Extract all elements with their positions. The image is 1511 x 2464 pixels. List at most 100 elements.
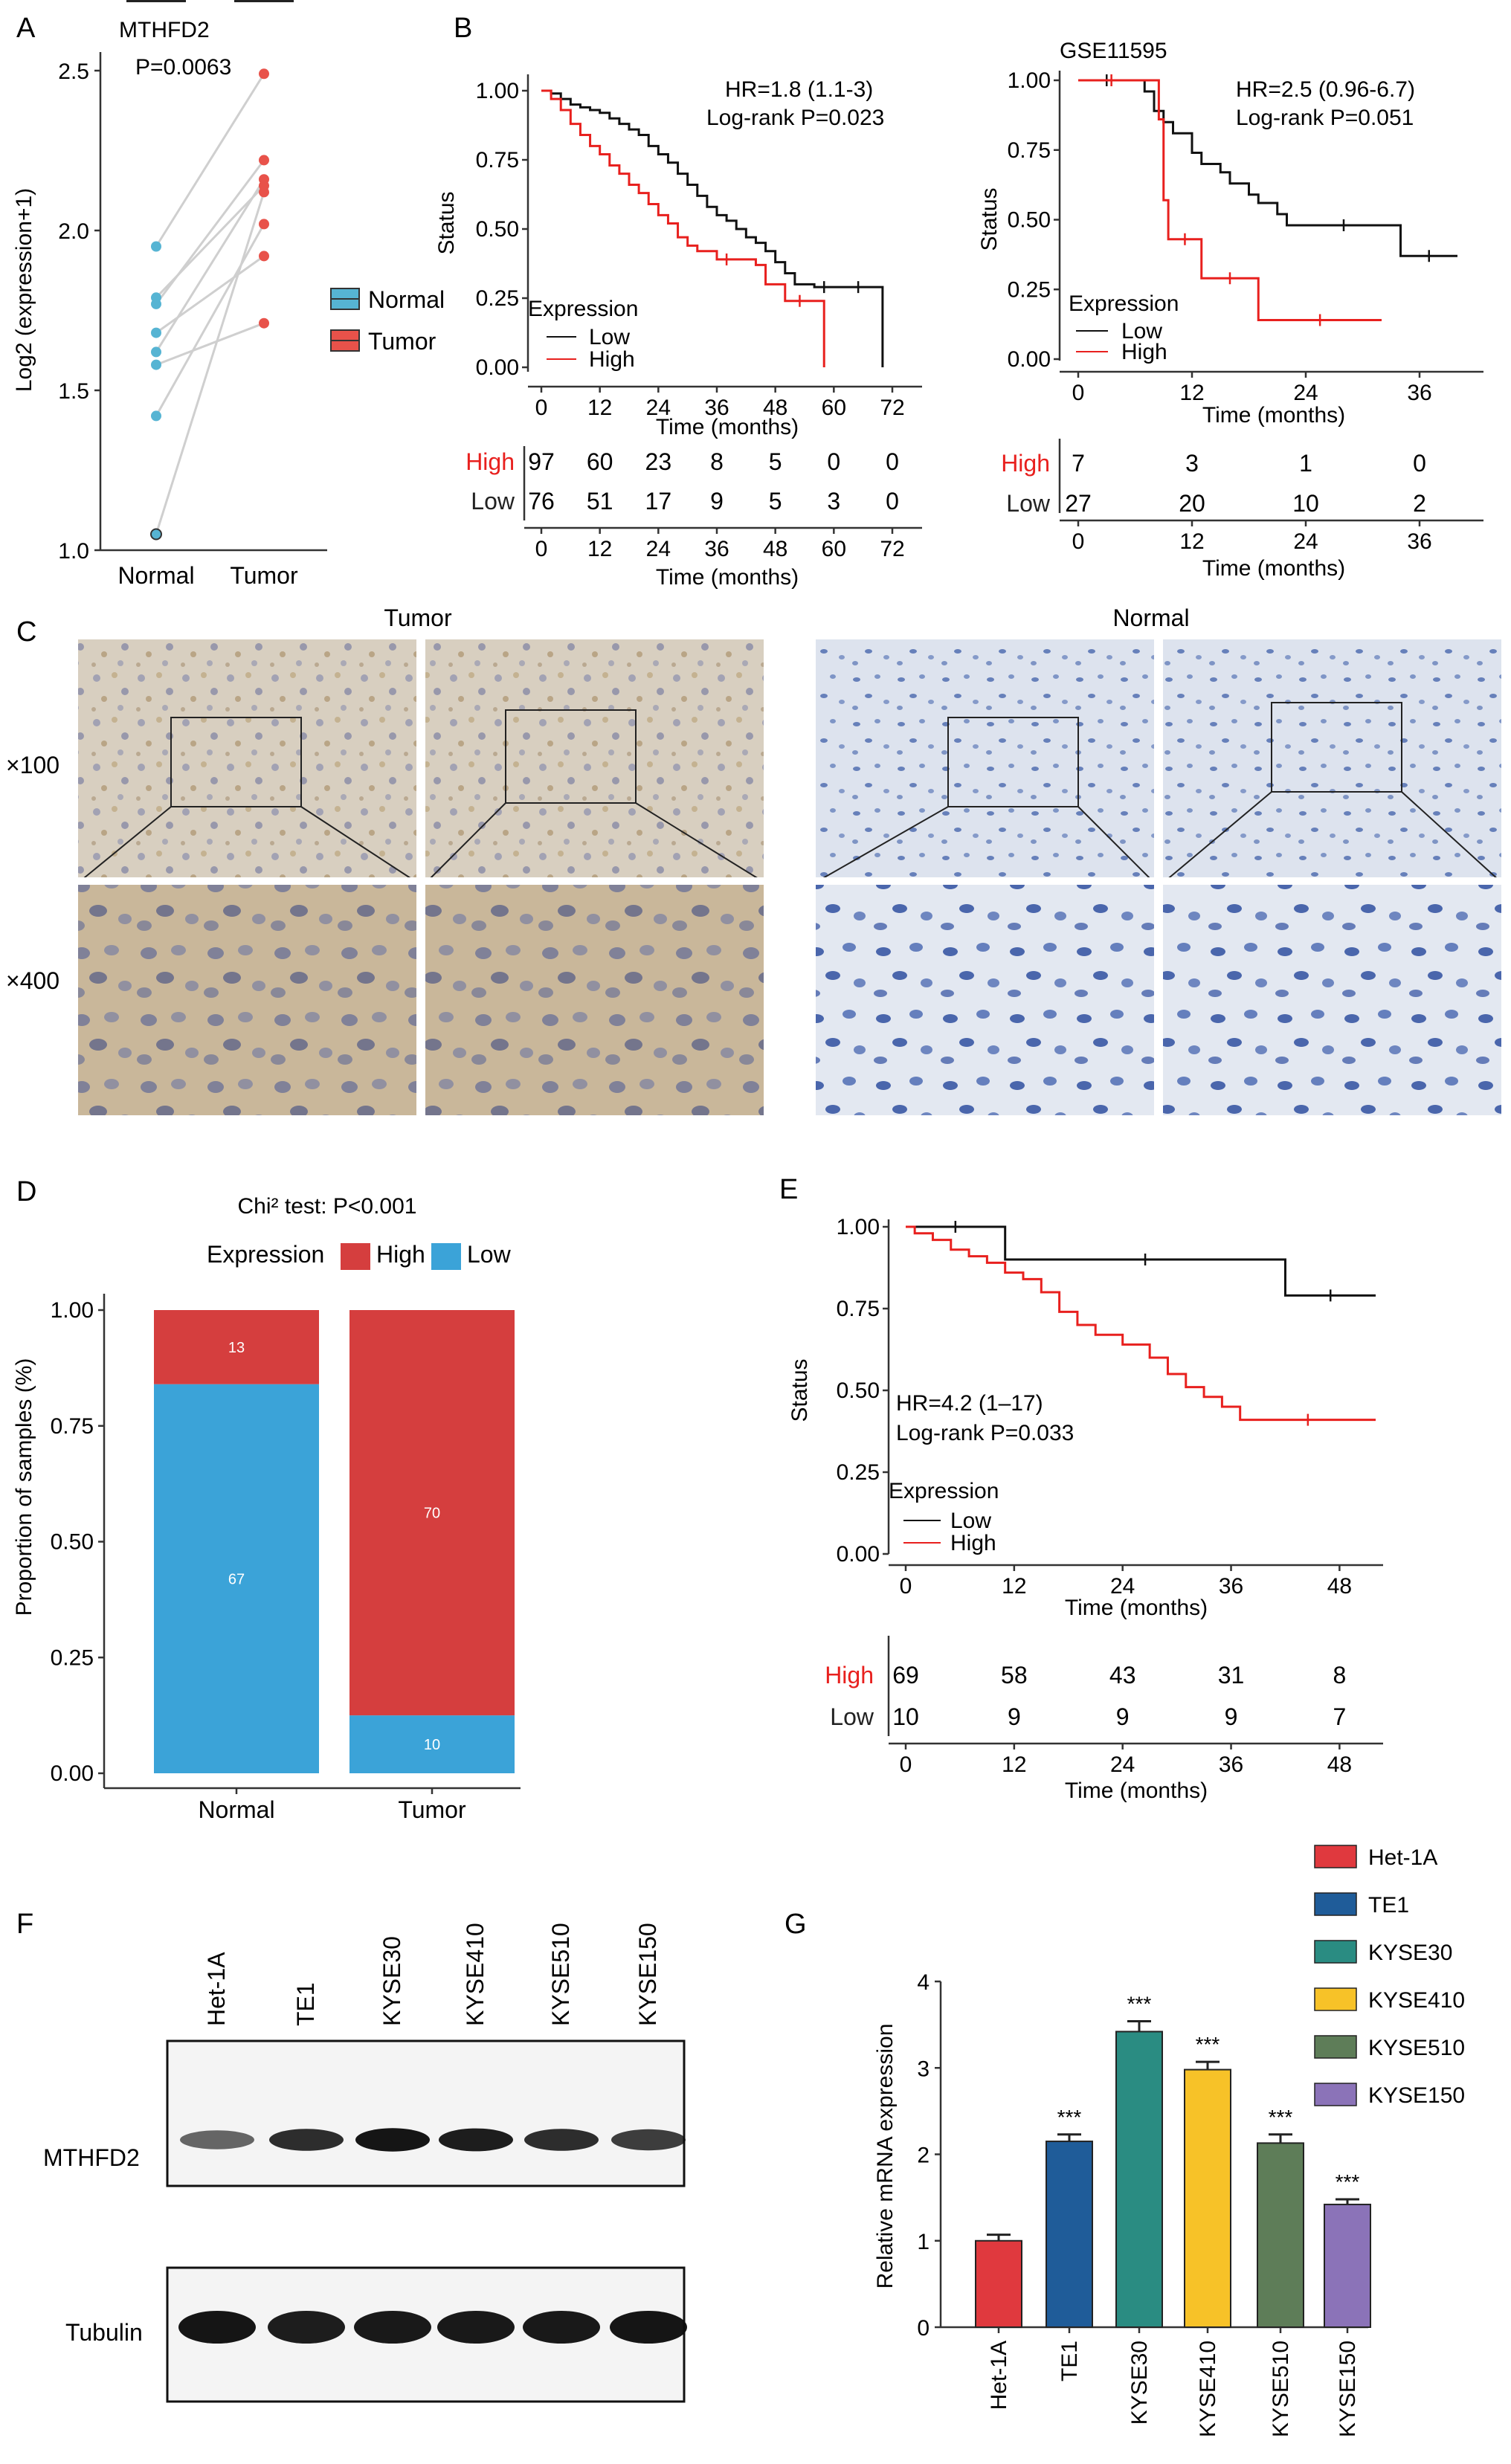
bar-kyse410	[1184, 2068, 1231, 2328]
bar-label-low: 10	[424, 1737, 440, 1753]
legend-swatch-high	[341, 1243, 370, 1270]
risk-x-tick-label: 36	[1407, 529, 1431, 554]
x-tick-label: 72	[880, 396, 904, 420]
ihc-mag-400: ×400	[6, 967, 59, 994]
chart-b2-legend-title: Expression	[1069, 291, 1179, 316]
risk-x-tick-label: 0	[900, 1752, 912, 1777]
x-tick-label: 24	[1110, 1574, 1135, 1599]
blot-mthfd2-label: MTHFD2	[43, 2144, 140, 2171]
legend-label-kyse510: KYSE510	[1368, 2036, 1465, 2060]
risk-count: 27	[1065, 490, 1092, 517]
ihc-normal2-400x	[1163, 885, 1501, 1115]
data-point-tumor	[259, 251, 269, 262]
chart-b1-legend: Expression Low High	[528, 297, 638, 372]
y-tick-label: 0.75	[51, 1414, 94, 1439]
legend-swatch-low	[431, 1243, 461, 1270]
risk-count: 7	[1333, 1703, 1346, 1730]
risk-x-tick-label: 0	[535, 537, 548, 561]
chart-e-hr: HR=4.2 (1–17)	[896, 1391, 1043, 1416]
risk-count: 0	[886, 448, 899, 475]
pair-line	[155, 178, 265, 353]
y-tick-label: 0.50	[476, 217, 519, 242]
significance-mark: ***	[1196, 2033, 1220, 2056]
chart-b2-legend: Expression Low High	[1069, 291, 1179, 364]
chart-g-ylabel: Relative mRNA expression	[873, 2024, 898, 2289]
chart-e-legend: Expression Low High	[889, 1479, 999, 1555]
risk-x-tick-label: 48	[1327, 1752, 1352, 1777]
risk-count: 2	[1413, 490, 1426, 517]
bar-low-tumor	[349, 1715, 515, 1773]
chart-e-legend-title: Expression	[889, 1479, 999, 1503]
km-curve-high	[541, 89, 825, 367]
pair-line	[155, 223, 265, 417]
y-tick-label: 0.25	[1008, 277, 1051, 302]
y-tick-label: 0.50	[51, 1530, 94, 1555]
chart-a-legend-tumor: Tumor	[368, 328, 436, 355]
chart-b2-hr: HR=2.5 (0.96-6.7)	[1236, 77, 1415, 102]
panel-b1: Status HR=1.8 (1.1-3) Log-rank P=0.023 0…	[434, 74, 922, 590]
risk-x-tick-label: 60	[822, 537, 846, 561]
risk-count: 9	[710, 488, 724, 515]
ihc-mag-100: ×100	[6, 752, 59, 778]
y-tick-label: 1.5	[58, 379, 89, 404]
bar-label-low: 67	[228, 1571, 245, 1587]
risk-x-tick-label: 12	[1179, 529, 1204, 554]
panel-label-c: C	[16, 616, 36, 648]
chart-e-legend-low: Low	[950, 1509, 991, 1533]
risk-row-label-high: High	[465, 448, 515, 475]
legend-label-kyse30: KYSE30	[1368, 1941, 1452, 1965]
legend-label-te1: TE1	[1368, 1893, 1409, 1918]
y-tick-label: 0.50	[837, 1378, 880, 1403]
risk-x-tick-label: 36	[1219, 1752, 1243, 1777]
y-tick-label: 1.00	[51, 1298, 94, 1323]
risk-row-label-low: Low	[1006, 490, 1051, 517]
risk-row-label-high: High	[1001, 450, 1050, 477]
y-tick-label: 0.25	[51, 1645, 94, 1670]
risk-count: 8	[710, 448, 724, 475]
bar-high-normal	[154, 1310, 319, 1384]
risk-count: 5	[769, 488, 782, 515]
risk-count: 7	[1072, 450, 1085, 477]
risk-count: 17	[645, 488, 672, 515]
x-tick-label: 12	[1002, 1574, 1026, 1599]
chart-a-xtick-normal: Normal	[117, 562, 194, 589]
risk-x-tick-label: 48	[763, 537, 787, 561]
blot-band-tubulin	[178, 2311, 256, 2344]
blot-mthfd2-frame	[166, 2039, 686, 2187]
panel-b2: GSE11595 Status HR=2.5 (0.96-6.7) Log-ra…	[977, 39, 1483, 581]
risk-x-tick-label: 36	[704, 537, 729, 561]
chart-a-title: MTHFD2	[119, 18, 210, 42]
km-curve-high	[1078, 79, 1382, 321]
chart-d-legend-title: Expression	[207, 1241, 324, 1268]
panel-label-f: F	[16, 1909, 33, 1940]
bar-kyse510	[1257, 2142, 1304, 2328]
blot-tubulin-label: Tubulin	[65, 2319, 143, 2346]
chart-d-legend-low: Low	[467, 1241, 512, 1268]
x-tick-label: 12	[1179, 381, 1204, 405]
x-tick-label: KYSE30	[1127, 2341, 1152, 2425]
panel-a: A MTHFD2 P=0.0063 Log2 (expression+1) 1.…	[12, 0, 445, 589]
y-tick-label: 0.00	[51, 1761, 94, 1786]
chart-a-legend: Normal Tumor	[330, 286, 445, 355]
blot-lane-label: KYSE410	[462, 1923, 489, 2026]
y-tick-label: 1	[917, 2230, 930, 2254]
pair-line	[155, 255, 265, 334]
blot-band-mthfd2	[269, 2129, 344, 2151]
x-tick-label: 0	[1072, 381, 1085, 405]
chart-a-ylabel: Log2 (expression+1)	[12, 188, 36, 392]
chart-b1-xlabel: Time (months)	[656, 415, 799, 439]
risk-row-label-low: Low	[471, 488, 515, 515]
risk-count: 0	[886, 488, 899, 515]
data-point-normal	[151, 346, 161, 358]
blot-band-mthfd2	[611, 2129, 686, 2151]
risk-row-label-high: High	[825, 1662, 874, 1689]
panel-c: C Tumor Normal ×100 ×400	[0, 604, 1511, 1115]
risk-row-label-low: Low	[830, 1703, 874, 1730]
risk-x-tick-label: 24	[1110, 1752, 1135, 1777]
y-tick-label: 0.75	[1008, 138, 1051, 163]
risk-x-tick-label: 24	[646, 537, 671, 561]
chart-a-legend-normal: Normal	[368, 286, 445, 313]
bar-label-high: 13	[228, 1340, 245, 1356]
legend-swatch-kyse30	[1314, 1940, 1357, 1964]
blot-band-mthfd2	[439, 2128, 513, 2152]
